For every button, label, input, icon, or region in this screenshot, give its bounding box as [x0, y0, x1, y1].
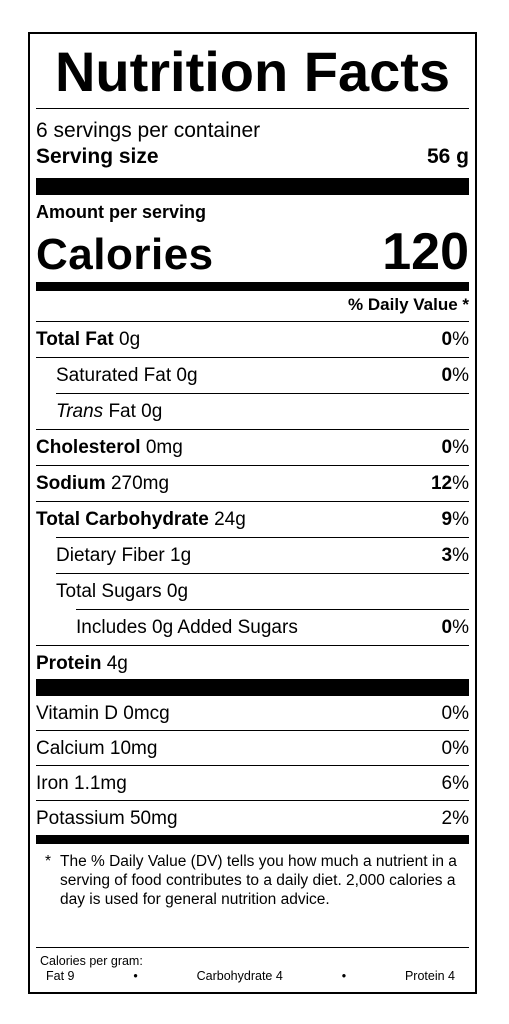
- divider: [36, 357, 469, 358]
- divider: [36, 645, 469, 646]
- vitamin-row: Potassium 50mg 2%: [36, 807, 469, 831]
- nutrient-row-total-carbohydrate: Total Carbohydrate 24g 9%: [36, 508, 469, 532]
- nutrient-row-total-sugars: Total Sugars 0g: [56, 580, 469, 604]
- nutrient-amount: 0mg: [145, 437, 183, 458]
- divider: [36, 730, 469, 731]
- nutrient-row-sodium: Sodium 270mg 12%: [36, 472, 469, 496]
- nutrient-name: Total Carbohydrate: [36, 509, 209, 530]
- divider: [36, 501, 469, 502]
- cpg-bullet: •: [133, 969, 138, 983]
- divider: [76, 609, 469, 610]
- cpg-carbohydrate: Carbohydrate 4: [196, 969, 283, 983]
- nutrient-name: Fat 0g: [108, 401, 163, 422]
- nutrient-row-saturated-fat: Saturated Fat 0g 0%: [56, 364, 469, 388]
- divider: [36, 465, 469, 466]
- nutrient-dv: 0: [441, 365, 453, 386]
- servings-per-container: 6 servings per container: [36, 119, 469, 143]
- nutrient-name: Dietary Fiber 1g: [56, 545, 192, 566]
- nutrient-amount: 0g: [119, 329, 141, 350]
- medium-divider: [36, 835, 469, 844]
- divider: [36, 321, 469, 322]
- pct-sign: %: [452, 545, 469, 566]
- nutrient-row-added-sugars: Includes 0g Added Sugars 0%: [76, 616, 469, 640]
- nutrient-dv: 9: [441, 509, 453, 530]
- serving-size-value: 56 g: [426, 145, 469, 168]
- vitamin-dv: 0%: [441, 738, 469, 759]
- label-content: Nutrition Facts 6 servings per container…: [36, 34, 469, 992]
- nutrient-name: Includes 0g Added Sugars: [76, 617, 298, 638]
- divider: [36, 947, 469, 948]
- vitamin-name: Iron 1.1mg: [36, 773, 127, 794]
- nutrient-name: Total Fat: [36, 329, 114, 350]
- cpg-protein: Protein 4: [404, 969, 455, 983]
- nutrient-amount: 24g: [214, 509, 246, 530]
- nutrient-amount: 270mg: [110, 473, 170, 494]
- amount-per-serving: Amount per serving: [36, 202, 207, 222]
- nutrient-row-protein: Protein 4g: [36, 652, 469, 676]
- divider: [36, 429, 469, 430]
- nutrient-row-total-fat: Total Fat 0g 0%: [36, 328, 469, 352]
- thick-divider: [36, 679, 469, 696]
- nutrient-name: Sodium: [36, 473, 106, 494]
- nutrient-dv: 0: [441, 617, 453, 638]
- divider: [36, 108, 469, 109]
- cpg-fat: Fat 9: [46, 969, 75, 983]
- pct-sign: %: [452, 473, 469, 494]
- pct-sign: %: [452, 329, 469, 350]
- daily-value-header: % Daily Value *: [36, 293, 469, 317]
- servings-text: 6 servings per container: [36, 119, 261, 142]
- nutrient-amount: 4g: [106, 653, 128, 674]
- label-title: Nutrition Facts: [54, 40, 451, 103]
- nutrient-name: Saturated Fat 0g: [56, 365, 198, 386]
- nutrient-dv: 0: [441, 329, 453, 350]
- nutrient-name: Total Sugars 0g: [56, 581, 189, 602]
- nutrition-facts-label: Nutrition Facts 6 servings per container…: [28, 32, 477, 994]
- cpg-bullet: •: [341, 969, 347, 983]
- divider: [56, 393, 469, 394]
- nutrient-row-dietary-fiber: Dietary Fiber 1g 3%: [56, 544, 469, 568]
- divider: [56, 537, 469, 538]
- thick-divider: [36, 178, 469, 195]
- medium-divider: [36, 282, 469, 291]
- calories-label: Calories: [36, 230, 214, 279]
- vitamin-row: Vitamin D 0mcg 0%: [36, 702, 469, 726]
- vitamin-row: Calcium 10mg 0%: [36, 737, 469, 761]
- nutrient-name: Protein: [36, 653, 102, 674]
- vitamin-name: Calcium 10mg: [36, 738, 158, 759]
- dv-header-text: % Daily Value *: [348, 295, 469, 314]
- pct-sign: %: [452, 617, 469, 638]
- pct-sign: %: [452, 509, 469, 530]
- pct-sign: %: [452, 365, 469, 386]
- divider: [56, 573, 469, 574]
- daily-value-footnote: * The % Daily Value (DV) tells you how m…: [36, 852, 463, 909]
- serving-size-label: Serving size: [36, 145, 159, 168]
- calories-value: 120: [382, 223, 469, 281]
- footnote-star: *: [44, 853, 52, 870]
- nutrient-dv: 3: [441, 545, 453, 566]
- divider: [36, 800, 469, 801]
- calories-per-gram-row: Fat 9 • Carbohydrate 4 • Protein 4: [46, 969, 455, 984]
- trans-italic: Trans: [56, 401, 104, 422]
- nutrient-name: Cholesterol: [36, 437, 141, 458]
- vitamin-row: Iron 1.1mg 6%: [36, 772, 469, 796]
- nutrient-dv: 12: [430, 473, 453, 494]
- nutrient-row-cholesterol: Cholesterol 0mg 0%: [36, 436, 469, 460]
- calories-per-gram-title: Calories per gram:: [40, 954, 143, 968]
- vitamin-name: Vitamin D 0mcg: [36, 703, 170, 724]
- divider: [36, 765, 469, 766]
- footnote-text: The % Daily Value (DV) tells you how muc…: [60, 853, 457, 908]
- nutrient-row-trans-fat: Trans Fat 0g: [56, 400, 469, 424]
- vitamin-name: Potassium 50mg: [36, 808, 178, 829]
- nutrient-dv: 0: [441, 437, 453, 458]
- pct-sign: %: [452, 437, 469, 458]
- serving-size-row: Serving size 56 g: [36, 144, 469, 170]
- vitamin-dv: 0%: [441, 703, 469, 724]
- vitamin-dv: 6%: [441, 773, 469, 794]
- vitamin-dv: 2%: [441, 808, 469, 829]
